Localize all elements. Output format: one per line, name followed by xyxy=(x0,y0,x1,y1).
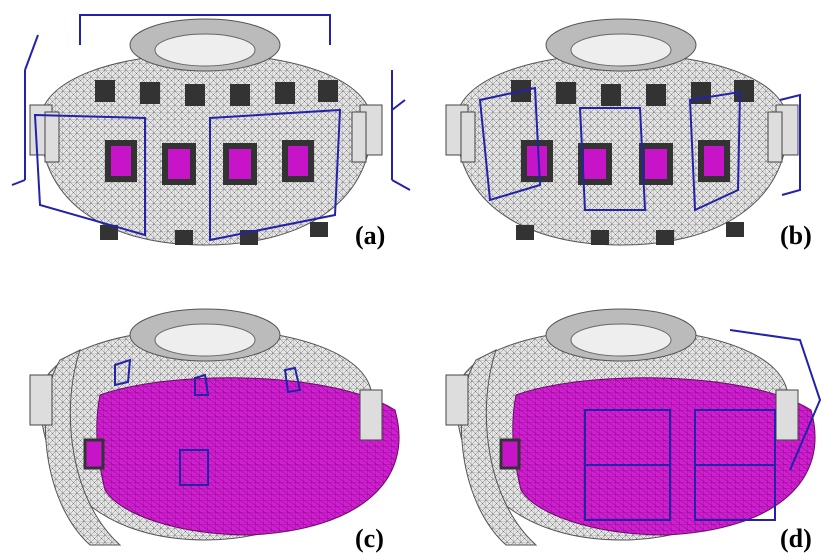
panel-d xyxy=(444,307,822,547)
panel-label: (b) xyxy=(780,221,812,250)
panel-b xyxy=(446,19,801,245)
panel-label: (a) xyxy=(355,221,385,250)
panel-a xyxy=(11,14,411,245)
panel-label: (d) xyxy=(780,524,812,553)
panel-c xyxy=(28,307,401,547)
panel-label: (c) xyxy=(355,524,384,553)
